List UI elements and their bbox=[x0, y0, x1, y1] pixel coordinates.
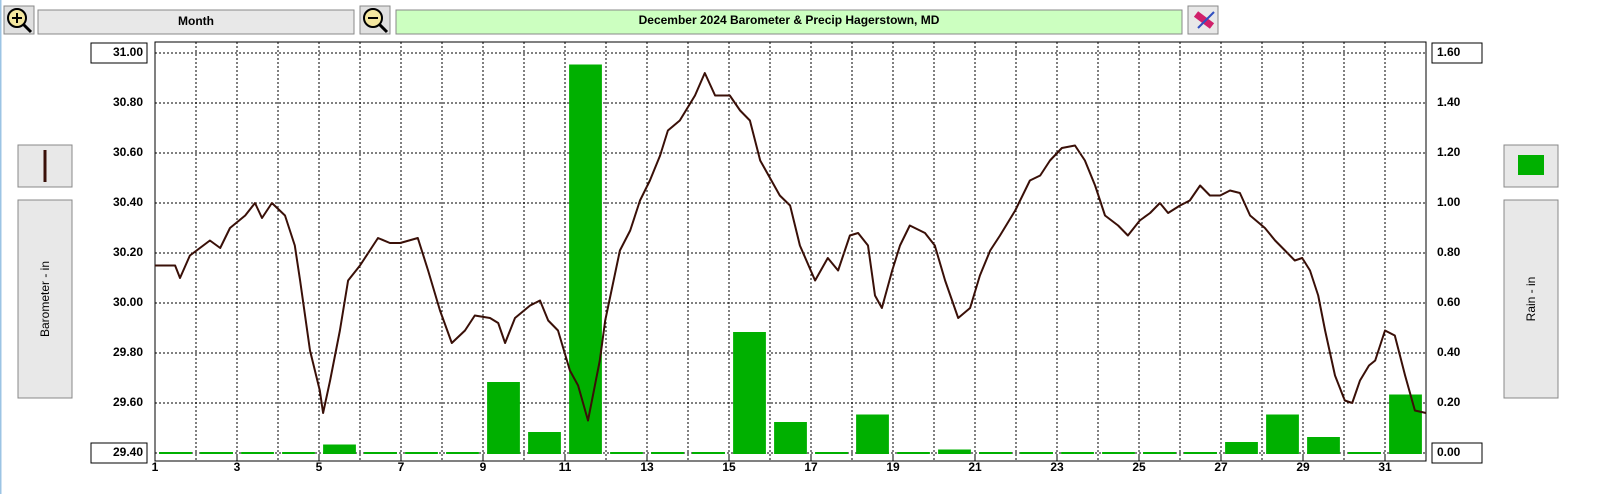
chart-title: December 2024 Barometer & Precip Hagerst… bbox=[639, 13, 940, 27]
y2-tick-label: 0.80 bbox=[1437, 245, 1461, 259]
y-axis-label: Barometer - in bbox=[38, 261, 52, 337]
x-tick-label: 1 bbox=[152, 460, 159, 474]
y-tick-label: 29.40 bbox=[113, 445, 143, 459]
rain-bar bbox=[1307, 437, 1340, 454]
rain-bar bbox=[446, 452, 479, 454]
left-axis-button[interactable] bbox=[17, 199, 73, 399]
line-style-button[interactable] bbox=[17, 144, 73, 188]
x-tick-label: 25 bbox=[1132, 460, 1146, 474]
x-tick-label: 9 bbox=[480, 460, 487, 474]
y2-tick-box bbox=[1431, 42, 1483, 64]
rain-bar bbox=[487, 382, 520, 454]
barometer-line bbox=[155, 72, 1427, 422]
rain-bar bbox=[815, 452, 848, 454]
rain-bar bbox=[733, 332, 766, 454]
x-tick-label: 7 bbox=[398, 460, 405, 474]
y-tick-label: 30.00 bbox=[113, 295, 143, 309]
rain-bar bbox=[364, 452, 397, 454]
rain-bar bbox=[1266, 414, 1299, 454]
y-tick-label: 30.20 bbox=[113, 245, 143, 259]
y2-tick-label: 1.60 bbox=[1437, 45, 1461, 59]
title-box bbox=[395, 9, 1183, 35]
x-tick-label: 19 bbox=[886, 460, 900, 474]
right-axis-button[interactable] bbox=[1503, 199, 1559, 399]
y2-tick-label: 0.60 bbox=[1437, 295, 1461, 309]
rain-bar bbox=[692, 452, 725, 454]
rain-bar bbox=[159, 452, 192, 454]
x-tick-label: 15 bbox=[722, 460, 736, 474]
rain-bar bbox=[323, 444, 356, 454]
zoom-in-button[interactable] bbox=[3, 5, 35, 35]
y-tick-label: 29.80 bbox=[113, 345, 143, 359]
y-tick-label: 31.00 bbox=[113, 45, 143, 59]
rain-bar bbox=[1143, 452, 1176, 454]
rain-bar bbox=[528, 432, 561, 454]
y2-tick-label: 0.00 bbox=[1437, 445, 1461, 459]
x-tick-label: 29 bbox=[1296, 460, 1310, 474]
rain-bar bbox=[856, 414, 889, 454]
period-label: Month bbox=[178, 14, 214, 28]
rain-bar bbox=[651, 452, 684, 454]
rain-bar bbox=[938, 449, 971, 454]
x-tick-label: 31 bbox=[1378, 460, 1392, 474]
y2-tick-label: 1.20 bbox=[1437, 145, 1461, 159]
rain-bar bbox=[1061, 452, 1094, 454]
y-tick-label: 30.40 bbox=[113, 195, 143, 209]
x-tick-label: 11 bbox=[559, 460, 572, 474]
y-tick-label: 29.60 bbox=[113, 395, 143, 409]
rain-bar bbox=[1389, 394, 1422, 454]
x-tick-label: 27 bbox=[1214, 460, 1228, 474]
zoom-out-button[interactable] bbox=[359, 5, 391, 35]
period-button[interactable] bbox=[37, 9, 355, 35]
y2-tick-label: 1.00 bbox=[1437, 195, 1461, 209]
rain-bar bbox=[1225, 442, 1258, 454]
y2-axis-label: Rain - in bbox=[1524, 277, 1538, 322]
y-tick-label: 30.80 bbox=[113, 95, 143, 109]
rain-bar bbox=[1102, 452, 1135, 454]
rain-bar bbox=[774, 422, 807, 454]
rain-bar bbox=[1184, 452, 1217, 454]
clear-button[interactable] bbox=[1187, 5, 1219, 35]
rain-bar bbox=[200, 452, 233, 454]
x-tick-label: 17 bbox=[804, 460, 818, 474]
y2-tick-box bbox=[1431, 442, 1483, 464]
x-tick-label: 13 bbox=[640, 460, 654, 474]
x-tick-label: 21 bbox=[968, 460, 982, 474]
x-tick-label: 3 bbox=[234, 460, 241, 474]
bar-style-button[interactable] bbox=[1503, 144, 1559, 188]
x-tick-label: 5 bbox=[316, 460, 323, 474]
y-tick-box bbox=[90, 42, 148, 64]
y2-tick-label: 0.20 bbox=[1437, 395, 1461, 409]
rain-bar bbox=[569, 64, 602, 454]
rain-bar bbox=[282, 452, 315, 454]
y2-tick-label: 0.40 bbox=[1437, 345, 1461, 359]
rain-bar bbox=[1020, 452, 1053, 454]
rain-bar bbox=[1348, 452, 1381, 454]
rain-bar bbox=[241, 452, 274, 454]
rain-bar bbox=[897, 452, 930, 454]
rain-bar bbox=[610, 452, 643, 454]
rain-bar bbox=[405, 452, 438, 454]
y-tick-label: 30.60 bbox=[113, 145, 143, 159]
x-tick-label: 23 bbox=[1050, 460, 1064, 474]
y2-tick-label: 1.40 bbox=[1437, 95, 1461, 109]
rain-bar bbox=[979, 452, 1012, 454]
y-tick-box bbox=[90, 442, 148, 464]
